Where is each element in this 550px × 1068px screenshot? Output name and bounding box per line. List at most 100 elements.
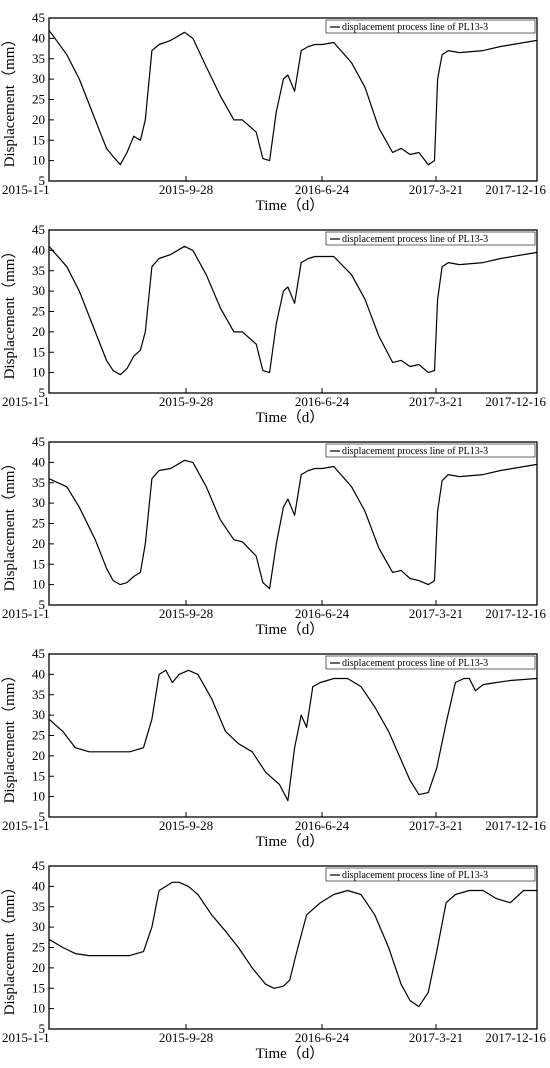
legend-box bbox=[325, 655, 536, 670]
series-line bbox=[48, 881, 537, 1008]
y-tick-label: 35 bbox=[32, 687, 45, 702]
series-line bbox=[48, 29, 538, 166]
y-tick-label: 10 bbox=[32, 789, 45, 804]
y-tick-label: 20 bbox=[32, 748, 45, 763]
y-tick-label: 25 bbox=[32, 92, 45, 107]
y-tick-label: 5 bbox=[39, 173, 46, 188]
y-tick-label: 45 bbox=[32, 646, 45, 661]
y-tick-label: 40 bbox=[32, 454, 45, 469]
y-tick-label: 30 bbox=[32, 283, 45, 298]
y-tick-label: 40 bbox=[32, 30, 45, 45]
y-tick-label: 45 bbox=[32, 434, 45, 449]
legend-box bbox=[325, 231, 536, 246]
x-tick-label: 2016-6-24 bbox=[295, 1030, 350, 1045]
x-tick-label: 2017-3-21 bbox=[409, 1030, 463, 1045]
y-axis-label: Displacement（mm） bbox=[1, 244, 18, 380]
y-tick-label: 30 bbox=[32, 707, 45, 722]
y-tick-label: 15 bbox=[32, 132, 45, 147]
y-tick-label: 40 bbox=[32, 666, 45, 681]
plot-frame bbox=[48, 17, 538, 182]
chart-panel-f: 5 10 15 20 25 30 35 40 45 2015-1-1 2015-9-28 2016-6… bbox=[1, 858, 546, 1061]
y-tick-label: 15 bbox=[32, 556, 45, 571]
x-tick-label: 2015-9-28 bbox=[159, 394, 213, 409]
x-tick-label: 2017-3-21 bbox=[409, 818, 463, 833]
x-tick-label: 2017-12-16 bbox=[485, 606, 546, 621]
x-tick-label: 2016-6-24 bbox=[295, 818, 350, 833]
y-tick-label: 15 bbox=[32, 768, 45, 783]
y-tick-label: 35 bbox=[32, 263, 45, 278]
x-tick-label: 2017-12-16 bbox=[485, 1030, 546, 1045]
y-tick-label: 5 bbox=[39, 597, 46, 612]
x-tick-label: 2016-6-24 bbox=[295, 606, 350, 621]
y-tick-label: 35 bbox=[32, 475, 45, 490]
y-tick-label: 25 bbox=[32, 940, 45, 955]
y-tick-label: 35 bbox=[32, 899, 45, 914]
x-tick-label: 2017-12-16 bbox=[485, 818, 546, 833]
y-tick-label: 5 bbox=[39, 385, 46, 400]
legend-box bbox=[325, 19, 536, 34]
legend-label: displacement process line of PL13-3 bbox=[342, 234, 488, 245]
y-tick-label: 45 bbox=[32, 222, 45, 237]
legend-label: displacement process line of PL13-3 bbox=[342, 658, 488, 669]
chart-panel-c: 5 10 15 20 25 30 35 40 45 2015-1-1 2015-9-28 2016-6… bbox=[1, 222, 546, 425]
legend-label: displacement process line of PL13-3 bbox=[342, 870, 488, 881]
y-tick-label: 30 bbox=[32, 71, 45, 86]
x-tick-label: 2016-6-24 bbox=[295, 182, 350, 197]
y-axis-label: Displacement（mm） bbox=[1, 668, 18, 804]
y-tick-label: 35 bbox=[32, 51, 45, 66]
series-line bbox=[48, 245, 538, 376]
y-tick-label: 20 bbox=[32, 960, 45, 975]
series-line bbox=[48, 459, 538, 590]
x-tick-label: 2015-9-28 bbox=[159, 182, 213, 197]
x-tick-label: 2017-3-21 bbox=[409, 606, 463, 621]
y-tick-label: 15 bbox=[32, 980, 45, 995]
x-tick-label: 2017-12-16 bbox=[485, 182, 546, 197]
y-tick-label: 20 bbox=[32, 536, 45, 551]
x-axis-label: Time（d） bbox=[256, 833, 325, 849]
x-tick-label: 2015-9-28 bbox=[159, 606, 213, 621]
x-tick-label: 2015-1-1 bbox=[2, 182, 50, 197]
y-tick-label: 20 bbox=[32, 112, 45, 127]
y-tick-label: 15 bbox=[32, 344, 45, 359]
y-tick-label: 45 bbox=[32, 858, 45, 873]
y-axis-label: Displacement（mm） bbox=[1, 32, 18, 168]
chart-panel-b: 5 10 15 20 25 30 35 40 45 2015-1-1 2015-9-28 2016-6… bbox=[1, 10, 546, 213]
y-tick-label: 40 bbox=[32, 878, 45, 893]
x-tick-label: 2017-12-16 bbox=[485, 394, 546, 409]
x-tick-label: 2015-1-1 bbox=[2, 606, 50, 621]
legend-box bbox=[325, 867, 536, 882]
chart-panel-e: 5 10 15 20 25 30 35 40 45 2015-1-1 2015-9-28 2016-6… bbox=[1, 646, 546, 849]
x-axis-label: Time（d） bbox=[256, 197, 325, 213]
legend-label: displacement process line of PL13-3 bbox=[342, 446, 488, 457]
y-tick-label: 10 bbox=[32, 577, 45, 592]
y-axis-label: Displacement（mm） bbox=[1, 456, 18, 592]
y-tick-label: 45 bbox=[32, 10, 45, 25]
y-tick-label: 5 bbox=[39, 809, 46, 824]
x-axis-label: Time（d） bbox=[256, 409, 325, 425]
x-tick-label: 2015-9-28 bbox=[159, 818, 213, 833]
y-tick-label: 5 bbox=[39, 1021, 46, 1036]
x-tick-label: 2017-3-21 bbox=[409, 182, 463, 197]
plot-frame bbox=[48, 441, 538, 606]
legend-label: displacement process line of PL13-3 bbox=[342, 22, 488, 33]
y-tick-label: 10 bbox=[32, 365, 45, 380]
x-axis-label: Time（d） bbox=[256, 621, 325, 637]
y-tick-label: 25 bbox=[32, 516, 45, 531]
legend-box bbox=[325, 443, 536, 458]
y-tick-label: 10 bbox=[32, 1001, 45, 1016]
series-line bbox=[48, 669, 538, 802]
x-tick-label: 2015-9-28 bbox=[159, 1030, 213, 1045]
plot-frame bbox=[48, 865, 538, 1030]
plot-frame bbox=[48, 229, 538, 394]
x-tick-label: 2015-1-1 bbox=[2, 1030, 50, 1045]
y-axis-label: Displacement（mm） bbox=[1, 880, 18, 1016]
y-tick-label: 25 bbox=[32, 304, 45, 319]
x-tick-label: 2015-1-1 bbox=[2, 818, 50, 833]
chart-panel-d: 5 10 15 20 25 30 35 40 45 2015-1-1 2015-9-28 2016-6… bbox=[1, 434, 546, 637]
x-axis-label: Time（d） bbox=[256, 1045, 325, 1061]
y-tick-label: 25 bbox=[32, 728, 45, 743]
x-tick-label: 2017-3-21 bbox=[409, 394, 463, 409]
y-tick-label: 20 bbox=[32, 324, 45, 339]
y-tick-label: 10 bbox=[32, 153, 45, 168]
y-tick-label: 30 bbox=[32, 495, 45, 510]
